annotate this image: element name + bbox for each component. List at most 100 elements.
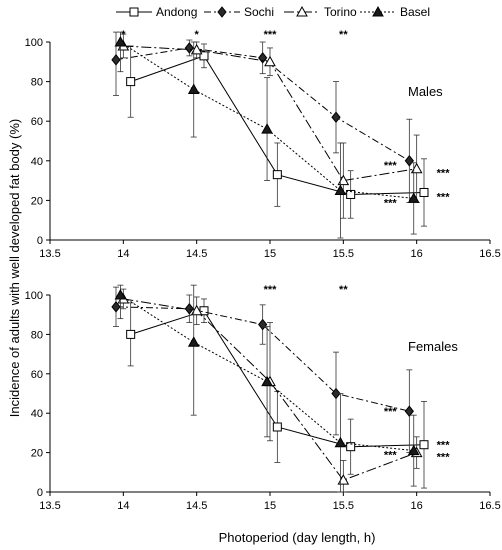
x-tick-label: 15.5 (333, 500, 354, 512)
x-tick-label: 15 (264, 500, 276, 512)
data-point-sochi (258, 318, 268, 331)
data-point-sochi (184, 302, 194, 315)
data-point-torino (337, 474, 350, 485)
legend-marker-sochi (217, 6, 227, 18)
series-torino (117, 33, 423, 219)
y-tick-label: 40 (31, 156, 43, 168)
x-tick-label: 15 (264, 248, 276, 260)
significance-label: * (195, 29, 200, 41)
data-point-basel (114, 288, 127, 300)
series-line-sochi (115, 306, 410, 412)
y-axis-title: Incidence of adults with well developed … (7, 119, 22, 417)
x-tick-label: 16 (411, 248, 423, 260)
data-point-sochi (331, 111, 341, 124)
y-tick-label: 20 (31, 195, 43, 207)
legend-marker-andong (129, 7, 139, 17)
data-point-torino (337, 174, 350, 186)
y-tick-label: 100 (25, 290, 43, 302)
x-tick-label: 14 (117, 248, 129, 260)
legend-marker-torino (296, 5, 308, 17)
y-tick-label: 80 (31, 329, 43, 341)
x-tick-label: 16.5 (479, 248, 500, 260)
data-point-andong (419, 440, 429, 450)
y-tick-label: 60 (31, 116, 43, 128)
data-point-basel (187, 83, 200, 95)
x-tick-label: 16.5 (479, 500, 500, 512)
panel-males: 0 20 40 60 80 100 13.5 14 14.5 15 15.5 16 16.5 Males *… (25, 29, 501, 260)
data-point-andong (346, 189, 356, 199)
x-axis-title: Photoperiod (day length, h) (219, 530, 376, 545)
data-point-basel (334, 436, 347, 448)
legend-item-sochi: Sochi (204, 5, 274, 19)
legend-item-torino: Torino (284, 5, 357, 19)
series-sochi (111, 31, 414, 203)
x-tick-label: 13.5 (39, 248, 60, 260)
significance-label: *** (384, 197, 398, 209)
data-point-torino (190, 304, 203, 316)
data-point-basel (407, 192, 420, 203)
data-point-andong (419, 187, 429, 197)
data-point-sochi (404, 154, 414, 167)
data-point-torino (190, 43, 203, 55)
y-tick-label: 0 (37, 235, 43, 247)
significance-label: ** (339, 29, 348, 41)
legend-item-basel: Basel (360, 5, 430, 19)
y-tick-label: 0 (37, 487, 43, 499)
x-tick-label: 14.5 (186, 500, 207, 512)
data-point-sochi (184, 42, 194, 54)
y-tick-label: 20 (31, 448, 43, 460)
significance-label: ** (339, 284, 348, 296)
data-point-basel (114, 35, 127, 47)
significance-label: *** (264, 29, 278, 41)
data-point-andong (126, 77, 136, 87)
x-tick-label: 14.5 (186, 248, 207, 260)
y-tick-label: 40 (31, 408, 43, 420)
legend-item-andong: Andong (116, 5, 197, 19)
legend-label-torino: Torino (324, 5, 357, 19)
data-point-sochi (258, 52, 268, 64)
series-basel (114, 31, 420, 239)
significance-label: *** (437, 440, 451, 452)
data-point-sochi (404, 405, 414, 418)
significance-label: * (121, 29, 126, 41)
data-point-torino (264, 55, 276, 67)
x-tick-label: 15.5 (333, 248, 354, 260)
significance-label: *** (437, 168, 451, 180)
significance-label: *** (437, 191, 451, 203)
y-tick-label: 100 (25, 37, 43, 49)
panel-label: Females (408, 339, 458, 354)
data-point-torino (410, 162, 423, 174)
series-basel (114, 284, 420, 493)
legend-label-andong: Andong (156, 5, 197, 19)
significance-label: *** (384, 160, 398, 172)
y-tick-label: 60 (31, 369, 43, 381)
data-point-andong (272, 422, 282, 432)
data-point-andong (272, 170, 282, 180)
data-point-basel (187, 336, 200, 347)
data-point-sochi (331, 387, 341, 400)
panel-label: Males (408, 84, 443, 99)
data-point-andong (346, 442, 356, 452)
data-point-basel (407, 444, 420, 456)
data-point-andong (126, 329, 136, 339)
series-line-sochi (115, 47, 410, 162)
legend-label-sochi: Sochi (244, 5, 274, 19)
data-point-basel (261, 123, 273, 134)
x-tick-label: 13.5 (39, 500, 60, 512)
legend-label-basel: Basel (400, 5, 430, 19)
panel-females: 0 20 40 60 80 100 13.5 14 14.5 15 15.5 16 16.5 Female… (25, 284, 501, 512)
legend: Andong Sochi Torino Basel (116, 5, 430, 19)
x-tick-label: 16 (411, 500, 423, 512)
significance-label: *** (437, 452, 451, 464)
data-point-andong (199, 51, 209, 61)
legend-marker-basel (372, 5, 384, 17)
significance-label: *** (384, 450, 398, 462)
data-point-sochi (111, 301, 121, 313)
data-point-basel (334, 184, 347, 195)
series-torino (117, 288, 423, 493)
series-andong (126, 298, 429, 489)
y-tick-label: 80 (31, 77, 43, 89)
significance-label: *** (384, 406, 398, 418)
data-point-sochi (111, 54, 121, 66)
